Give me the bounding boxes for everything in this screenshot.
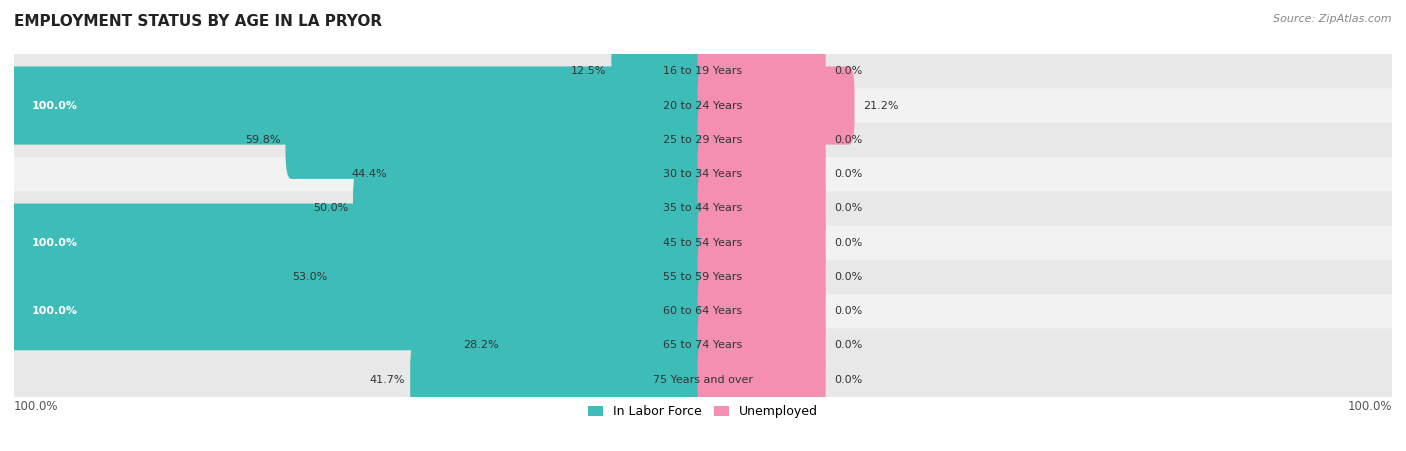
FancyBboxPatch shape: [411, 341, 709, 419]
Text: 0.0%: 0.0%: [834, 272, 862, 282]
FancyBboxPatch shape: [697, 135, 825, 213]
Text: Source: ZipAtlas.com: Source: ZipAtlas.com: [1274, 14, 1392, 23]
Text: 100.0%: 100.0%: [14, 400, 59, 413]
Text: 100.0%: 100.0%: [31, 306, 77, 316]
Text: 0.0%: 0.0%: [834, 375, 862, 385]
Text: 0.0%: 0.0%: [834, 203, 862, 213]
FancyBboxPatch shape: [7, 54, 1399, 157]
Text: 20 to 24 Years: 20 to 24 Years: [664, 101, 742, 110]
FancyBboxPatch shape: [7, 260, 1399, 363]
Text: 100.0%: 100.0%: [31, 238, 77, 248]
Text: 30 to 34 Years: 30 to 34 Years: [664, 169, 742, 179]
FancyBboxPatch shape: [503, 306, 709, 385]
FancyBboxPatch shape: [697, 66, 855, 145]
Text: 12.5%: 12.5%: [571, 66, 606, 76]
Text: 0.0%: 0.0%: [834, 341, 862, 350]
Text: 25 to 29 Years: 25 to 29 Years: [664, 135, 742, 145]
FancyBboxPatch shape: [7, 123, 1399, 226]
Text: 44.4%: 44.4%: [352, 169, 387, 179]
FancyBboxPatch shape: [697, 169, 825, 248]
FancyBboxPatch shape: [8, 272, 709, 350]
Text: 0.0%: 0.0%: [834, 66, 862, 76]
Text: 65 to 74 Years: 65 to 74 Years: [664, 341, 742, 350]
FancyBboxPatch shape: [7, 20, 1399, 123]
Text: 0.0%: 0.0%: [834, 306, 862, 316]
Text: EMPLOYMENT STATUS BY AGE IN LA PRYOR: EMPLOYMENT STATUS BY AGE IN LA PRYOR: [14, 14, 382, 28]
FancyBboxPatch shape: [697, 203, 825, 282]
FancyBboxPatch shape: [697, 101, 825, 179]
FancyBboxPatch shape: [612, 32, 709, 110]
Text: 60 to 64 Years: 60 to 64 Years: [664, 306, 742, 316]
Legend: In Labor Force, Unemployed: In Labor Force, Unemployed: [588, 405, 818, 418]
Text: 0.0%: 0.0%: [834, 238, 862, 248]
FancyBboxPatch shape: [7, 294, 1399, 397]
FancyBboxPatch shape: [697, 272, 825, 350]
Text: 0.0%: 0.0%: [834, 169, 862, 179]
Text: 0.0%: 0.0%: [834, 135, 862, 145]
Text: 55 to 59 Years: 55 to 59 Years: [664, 272, 742, 282]
FancyBboxPatch shape: [8, 66, 709, 145]
FancyBboxPatch shape: [332, 238, 709, 316]
Text: 53.0%: 53.0%: [292, 272, 328, 282]
FancyBboxPatch shape: [7, 157, 1399, 260]
Text: 45 to 54 Years: 45 to 54 Years: [664, 238, 742, 248]
Text: 21.2%: 21.2%: [863, 101, 898, 110]
FancyBboxPatch shape: [7, 328, 1399, 431]
FancyBboxPatch shape: [7, 191, 1399, 294]
FancyBboxPatch shape: [697, 238, 825, 316]
FancyBboxPatch shape: [8, 203, 709, 282]
FancyBboxPatch shape: [353, 169, 709, 248]
FancyBboxPatch shape: [697, 32, 825, 110]
FancyBboxPatch shape: [7, 88, 1399, 191]
FancyBboxPatch shape: [697, 341, 825, 419]
FancyBboxPatch shape: [285, 101, 709, 179]
Text: 16 to 19 Years: 16 to 19 Years: [664, 66, 742, 76]
FancyBboxPatch shape: [697, 306, 825, 385]
Text: 100.0%: 100.0%: [1347, 400, 1392, 413]
Text: 50.0%: 50.0%: [314, 203, 349, 213]
FancyBboxPatch shape: [7, 226, 1399, 328]
Text: 100.0%: 100.0%: [31, 101, 77, 110]
Text: 59.8%: 59.8%: [245, 135, 281, 145]
Text: 35 to 44 Years: 35 to 44 Years: [664, 203, 742, 213]
Text: 75 Years and over: 75 Years and over: [652, 375, 754, 385]
Text: 41.7%: 41.7%: [370, 375, 405, 385]
Text: 28.2%: 28.2%: [463, 341, 498, 350]
FancyBboxPatch shape: [392, 135, 709, 213]
